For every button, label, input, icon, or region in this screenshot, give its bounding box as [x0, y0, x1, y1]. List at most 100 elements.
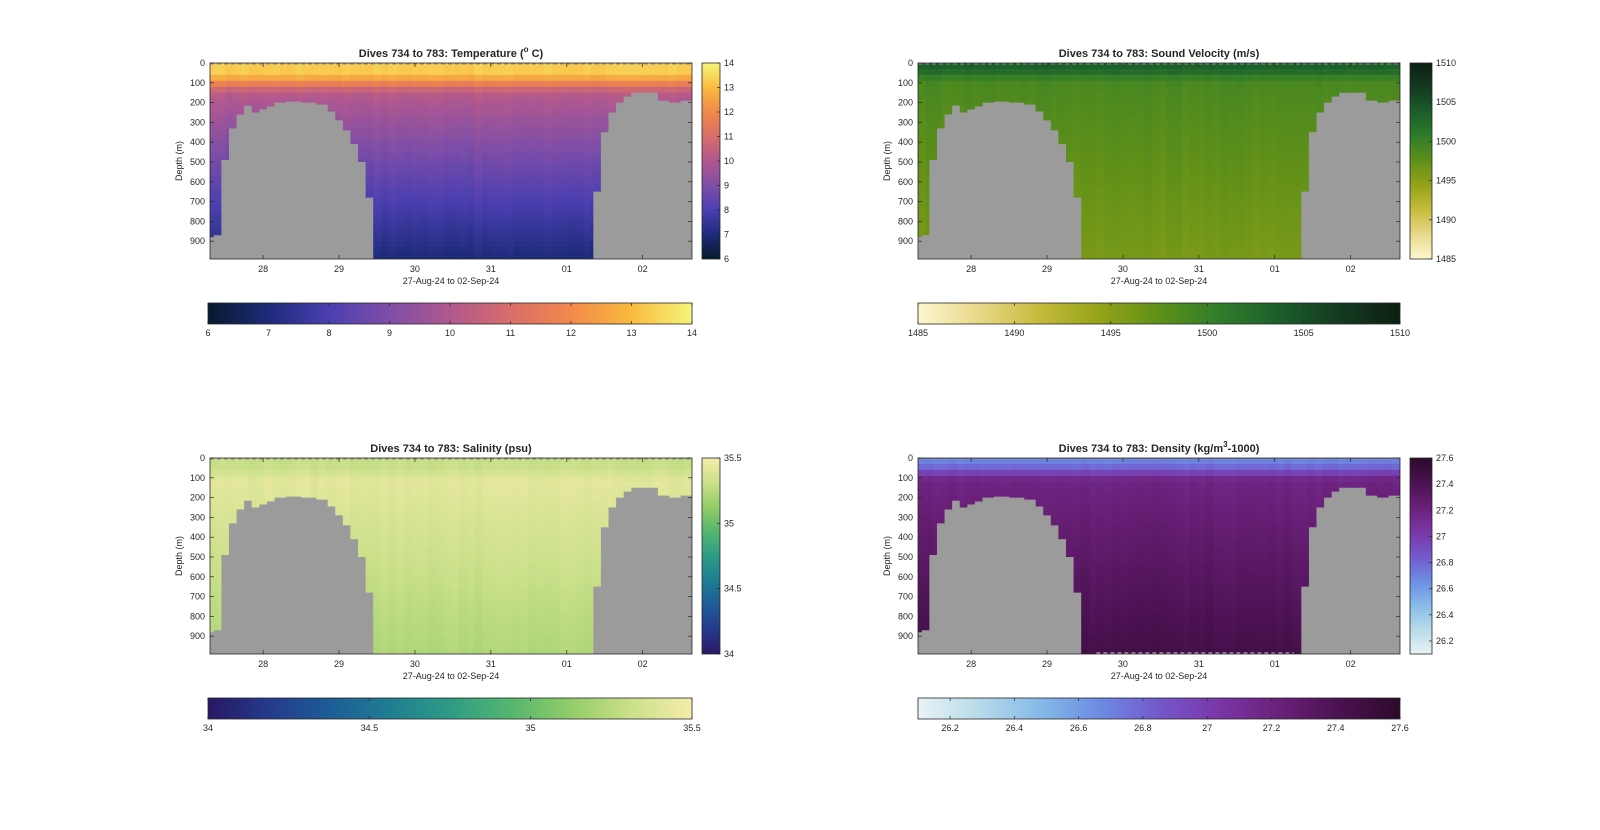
heatmap-cell — [225, 86, 234, 94]
heatmap-cell — [342, 116, 351, 123]
heatmap-cell — [1345, 68, 1354, 76]
heatmap-cell — [1260, 235, 1269, 242]
heatmap-cell — [1291, 217, 1300, 224]
heatmap-cell — [544, 98, 553, 106]
heatmap-cell — [1260, 175, 1269, 183]
heatmap-cell — [1291, 92, 1300, 100]
heatmap-cell — [443, 193, 452, 201]
y-tick-label: 200 — [898, 98, 913, 108]
heatmap-cell — [381, 92, 390, 100]
heatmap-cell — [388, 98, 398, 106]
heatmap-cell — [544, 140, 553, 147]
heatmap-cell — [528, 68, 538, 76]
heatmap-cell — [505, 211, 514, 219]
seabed-mask — [918, 92, 1400, 259]
heatmap-cell — [1252, 152, 1261, 159]
heatmap-cell — [1190, 193, 1199, 201]
heatmap-cell — [287, 68, 297, 76]
heatmap-cell — [583, 163, 592, 171]
heatmap-cell — [1244, 229, 1253, 236]
heatmap-cell — [520, 74, 530, 82]
y-tick-label: 0 — [200, 58, 205, 68]
heatmap-cell — [1151, 74, 1160, 82]
heatmap-cell — [1376, 86, 1386, 94]
heatmap-cell — [1026, 80, 1036, 88]
heatmap-cell — [583, 80, 592, 88]
heatmap-cell — [482, 98, 491, 106]
heatmap-cell — [466, 104, 475, 112]
heatmap-cell — [1112, 211, 1121, 219]
heatmap-cell — [1096, 63, 1106, 70]
heatmap-cell — [1034, 68, 1043, 76]
heatmap-cell — [1267, 104, 1277, 112]
heatmap-cell — [598, 74, 608, 82]
heatmap-cell — [1236, 128, 1246, 135]
heatmap-cell — [241, 98, 250, 106]
heatmap-cell — [1089, 169, 1098, 177]
heatmap-cell — [536, 92, 545, 100]
heatmap-cell — [1042, 86, 1051, 94]
heatmap-cell — [1127, 63, 1137, 70]
heatmap-cell — [256, 475, 266, 483]
heatmap-cell — [365, 169, 374, 177]
heatmap-cell — [217, 116, 227, 123]
heatmap-cell — [388, 235, 398, 242]
heatmap-cell — [419, 74, 429, 82]
heatmap-cell — [373, 110, 382, 118]
heatmap-cell — [583, 235, 592, 242]
heatmap-cell — [419, 247, 429, 254]
heatmap-cell — [1236, 181, 1246, 189]
heatmap-cell — [381, 217, 390, 224]
heatmap-cell — [918, 158, 927, 165]
heatmap-cell — [1096, 205, 1106, 213]
heatmap-cell — [1127, 158, 1137, 165]
heatmap-cell — [357, 134, 367, 141]
heatmap-cell — [1057, 68, 1067, 76]
heatmap-cell — [1065, 104, 1075, 112]
heatmap-cell — [1361, 63, 1370, 70]
heatmap-cell — [949, 74, 958, 82]
heatmap-cell — [1228, 163, 1238, 171]
heatmap-cell — [381, 193, 390, 201]
heatmap-cell — [427, 241, 437, 248]
heatmap-cell — [466, 146, 475, 153]
heatmap-cell — [1151, 217, 1160, 224]
heatmap-cell — [1089, 229, 1098, 236]
heatmap-cell — [388, 223, 398, 230]
heatmap-cell — [684, 80, 692, 88]
heatmap-cell — [225, 63, 234, 70]
heatmap-cell — [567, 146, 576, 153]
heatmap-cell — [474, 74, 483, 82]
heatmap-cell — [303, 74, 312, 82]
heatmap-cell — [1213, 146, 1222, 153]
heatmap-cell — [972, 63, 981, 70]
heatmap-cell — [1244, 74, 1253, 82]
heatmap-cell — [1159, 199, 1168, 207]
heatmap-cell — [427, 169, 437, 177]
heatmap-cell — [513, 74, 522, 82]
heatmap-cell — [1096, 110, 1106, 118]
heatmap-cell — [637, 63, 646, 70]
heatmap-cell — [520, 169, 530, 177]
heatmap-cell — [1306, 74, 1316, 82]
heatmap-cell — [941, 98, 950, 106]
heatmap-cell — [1182, 169, 1191, 177]
heatmap-cell — [645, 74, 654, 82]
heatmap-cell — [482, 181, 491, 189]
heatmap-cell — [381, 229, 390, 236]
heatmap-cell — [1089, 253, 1098, 259]
heatmap-cell — [575, 104, 584, 112]
heatmap-cell — [1143, 229, 1152, 236]
heatmap-cell — [559, 152, 569, 159]
heatmap-cell — [388, 217, 398, 224]
heatmap-cell — [1236, 140, 1246, 147]
heatmap-cell — [482, 152, 491, 159]
heatmap-cell — [357, 110, 367, 118]
heatmap-cell — [1159, 217, 1168, 224]
heatmap-cell — [1221, 104, 1230, 112]
heatmap-cell — [412, 193, 421, 201]
heatmap-cell — [1275, 128, 1284, 135]
heatmap-cell — [1252, 86, 1261, 94]
heatmap-cell — [552, 253, 561, 259]
heatmap-cell — [1135, 217, 1145, 224]
